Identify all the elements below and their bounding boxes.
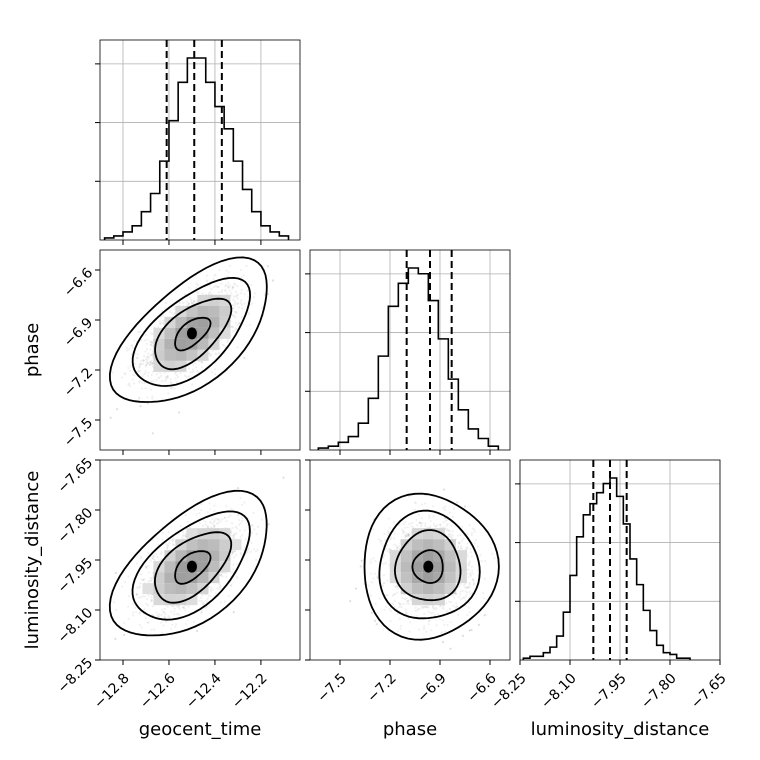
contour-line: [174, 550, 212, 585]
scatter-point: [463, 505, 467, 508]
scatter-point: [360, 559, 363, 562]
scatter-point: [123, 633, 126, 637]
histogram-step-phase: [317, 267, 500, 450]
contour-line: [153, 531, 233, 604]
scatter-point: [243, 356, 246, 360]
scatter-point: [236, 486, 240, 490]
hist-panel-phase: [305, 249, 511, 455]
scatter-point: [109, 416, 112, 419]
joint-plot-area: [100, 460, 300, 660]
scatter-point: [370, 611, 373, 614]
scatter-point: [114, 637, 117, 640]
hist-panel-luminosity_distance: [515, 459, 721, 665]
joint-panel-geocent_time-phase: [95, 245, 301, 455]
scatter-point: [266, 265, 270, 268]
scatter-point: [267, 523, 270, 526]
scatter-point: [349, 600, 352, 603]
hist-panel-geocent_time: [95, 39, 301, 245]
scatter-point: [442, 488, 446, 491]
histogram-step-luminosity_distance: [522, 477, 691, 660]
scatter-point: [470, 628, 473, 632]
scatter-point: [139, 405, 142, 408]
scatter-point: [282, 476, 285, 479]
joint-panel-geocent_time-luminosity_distance: [95, 459, 301, 665]
scatter-point: [441, 641, 445, 644]
histogram-step-geocent_time: [103, 57, 290, 240]
scatter-point: [449, 647, 452, 650]
scatter-point: [375, 623, 378, 626]
joint-plot-area: [100, 245, 300, 450]
scatter-point: [115, 408, 119, 411]
density-peak: [186, 560, 197, 573]
scatter-point: [354, 587, 358, 590]
contour-line: [131, 510, 251, 621]
scatter-point: [232, 610, 235, 614]
axes-frame: [99, 39, 301, 241]
contour-line: [174, 316, 212, 352]
scatter-point: [233, 245, 235, 247]
density-peak: [186, 327, 197, 340]
joint-panel-phase-luminosity_distance: [305, 459, 511, 665]
scatter-point: [196, 629, 199, 632]
joint-plot-area: [310, 460, 510, 660]
scatter-point: [114, 571, 118, 575]
scatter-point: [373, 619, 377, 622]
scatter-point: [461, 634, 465, 637]
axes-frame: [309, 249, 511, 451]
axes-frame: [99, 249, 301, 451]
contour-line: [154, 297, 233, 371]
scatter-point: [359, 565, 362, 568]
scatter-point: [151, 432, 154, 435]
scatter-point: [477, 623, 481, 626]
scatter-point: [483, 614, 486, 617]
scatter-point: [271, 279, 275, 282]
scatter-point: [178, 411, 181, 414]
contour-line: [131, 276, 252, 387]
scatter-point: [468, 629, 471, 632]
scatter-point: [456, 501, 459, 504]
